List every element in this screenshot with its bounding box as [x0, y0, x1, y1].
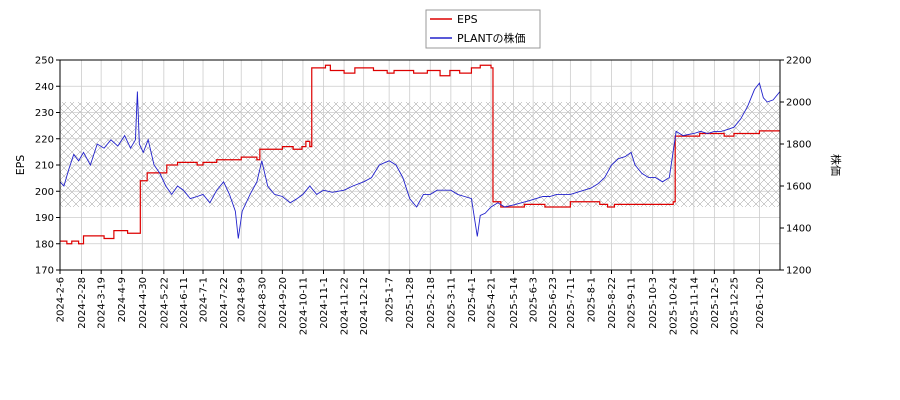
eps-line — [60, 64, 780, 245]
x-tick-label: 2026-1-20 — [755, 277, 766, 329]
x-tick-label: 2025-4-21 — [487, 277, 498, 329]
y-left-tick-label: 220 — [35, 134, 54, 145]
x-tick-label: 2025-10-24 — [669, 277, 680, 335]
x-tick-label: 2024-11-22 — [340, 277, 351, 335]
x-tick-label: 2024-5-22 — [159, 277, 170, 329]
y-right-axis-title: 株価 — [829, 154, 843, 176]
x-tick-label: 2024-2-6 — [56, 277, 67, 322]
x-tick-label: 2025-1-28 — [405, 277, 416, 329]
x-tick-label: 2025-6-23 — [548, 277, 559, 329]
x-tick-label: 2025-6-3 — [529, 277, 540, 322]
x-tick-label: 2024-10-11 — [298, 277, 309, 335]
y-left-axis: 170 180 190 200 210 220 230 240 250 — [35, 56, 60, 277]
y-right-tick-label: 2000 — [786, 98, 811, 109]
y-right-axis: 1200 1400 1600 1800 2000 2200 — [780, 56, 811, 277]
x-tick-label: 2025-3-11 — [446, 277, 457, 329]
y-left-tick-label: 230 — [35, 108, 54, 119]
hatch-band — [60, 102, 780, 207]
x-tick-label: 2025-2-18 — [426, 277, 437, 329]
x-tick-label: 2024-7-1 — [199, 277, 210, 322]
legend: EPS PLANTの株価 — [425, 9, 541, 49]
y-left-tick-label: 250 — [35, 56, 54, 67]
x-tick-label: 2025-12-25 — [729, 277, 740, 335]
x-tick-label: 2024-6-11 — [179, 277, 190, 329]
x-tick-label: 2025-9-11 — [627, 277, 638, 329]
x-tick-label: 2024-8-9 — [237, 277, 248, 322]
legend-box — [425, 9, 541, 49]
legend-eps-label: EPS — [457, 13, 478, 26]
x-axis: 2024-2-6 2024-2-28 2024-3-19 2024-4-9 2024-4… — [56, 270, 766, 335]
x-tick-label: 2025-8-1 — [586, 277, 597, 322]
y-right-tick-label: 1800 — [786, 140, 811, 151]
price-line — [59, 82, 781, 239]
y-right-tick-label: 1200 — [786, 266, 811, 277]
x-tick-label: 2024-8-30 — [257, 277, 268, 329]
x-tick-label: 2024-12-12 — [359, 277, 370, 335]
y-right-tick-label: 2200 — [786, 56, 811, 67]
y-left-tick-label: 180 — [35, 239, 54, 250]
y-left-tick-label: 190 — [35, 213, 54, 224]
x-tick-label: 2024-4-9 — [117, 277, 128, 322]
y-left-axis-title: EPS — [14, 155, 27, 176]
x-tick-label: 2024-9-20 — [278, 277, 289, 329]
y-left-tick-label: 200 — [35, 187, 54, 198]
x-tick-label: 2025-12-5 — [710, 277, 721, 329]
y-left-tick-label: 240 — [35, 82, 54, 93]
y-right-tick-label: 1600 — [786, 182, 811, 193]
x-tick-label: 2024-4-30 — [138, 277, 149, 329]
x-tick-label: 2025-10-3 — [648, 277, 659, 329]
x-tick-label: 2025-7-11 — [566, 277, 577, 329]
gridlines — [59, 59, 780, 271]
legend-price-label: PLANTの株価 — [457, 31, 526, 45]
x-tick-label: 2025-11-14 — [689, 277, 700, 335]
x-tick-label: 2024-2-28 — [77, 277, 88, 329]
y-left-tick-label: 210 — [35, 161, 54, 172]
x-tick-label: 2025-4-1 — [467, 277, 478, 322]
hatch-band-rect — [60, 102, 780, 207]
series-lines — [59, 64, 781, 245]
x-tick-label: 2025-1-7 — [385, 277, 396, 322]
y-right-tick-label: 1400 — [786, 224, 811, 235]
x-tick-label: 2024-3-19 — [97, 277, 108, 329]
x-tick-label: 2025-5-14 — [509, 277, 520, 329]
x-tick-label: 2024-11-1 — [319, 277, 330, 329]
x-tick-label: 2024-7-22 — [219, 277, 230, 329]
y-left-tick-label: 170 — [35, 266, 54, 277]
x-tick-label: 2025-8-22 — [607, 277, 618, 329]
